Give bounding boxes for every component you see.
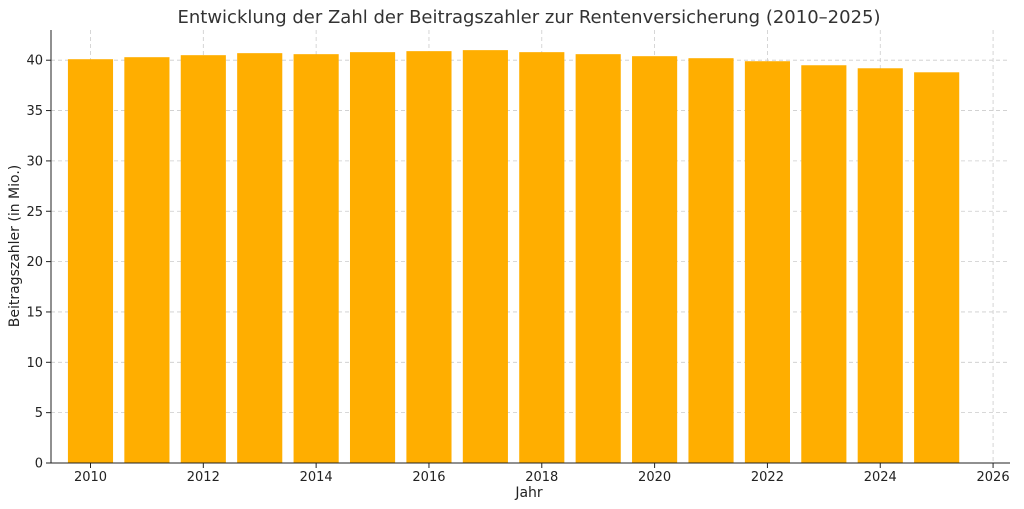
bar-2013 [237,53,283,464]
bar-layer [67,50,960,464]
y-tick-label: 35 [26,104,43,119]
x-tick-label: 2022 [751,470,784,485]
x-axis-label: Jahr [514,485,543,501]
y-tick-label: 10 [26,356,43,371]
bar-2010 [67,59,114,463]
x-tick-label: 2026 [977,470,1010,485]
y-tick-label: 5 [35,406,43,421]
bar-2019 [575,54,621,463]
y-tick-label: 15 [26,305,43,320]
x-tick-label: 2012 [187,470,220,485]
bar-2023 [801,65,847,463]
x-tick-label: 2014 [300,470,333,485]
bar-2024 [857,68,903,464]
y-tick-label: 20 [26,255,43,270]
y-axis-label: Beitragszahler (in Mio.) [7,165,23,328]
bar-2016 [406,51,452,463]
y-tick-label: 30 [26,154,43,169]
y-tick-label: 0 [35,457,43,472]
bar-2014 [293,54,339,463]
x-tick-label: 2020 [638,470,671,485]
bar-2012 [180,55,226,464]
x-tick-label: 2024 [864,470,897,485]
bar-2017 [462,50,508,464]
chart-title: Entwicklung der Zahl der Beitragszahler … [178,7,881,28]
bar-2015 [349,52,396,463]
bar-2021 [688,58,734,464]
axis-layer: 0 5 10 15 20 25 30 35 40 2010 2012 2014 2016 2018 2020… [26,30,1010,485]
bar-2025 [914,72,960,463]
bar-2022 [744,61,790,463]
y-tick-label: 25 [26,205,43,220]
bar-2018 [519,52,565,463]
bar-2011 [124,57,170,463]
x-tick-label: 2016 [412,470,445,485]
x-tick-label: 2010 [74,470,107,485]
x-tick-label: 2018 [525,470,558,485]
y-tick-label: 40 [26,54,43,69]
bar-2020 [632,56,678,463]
